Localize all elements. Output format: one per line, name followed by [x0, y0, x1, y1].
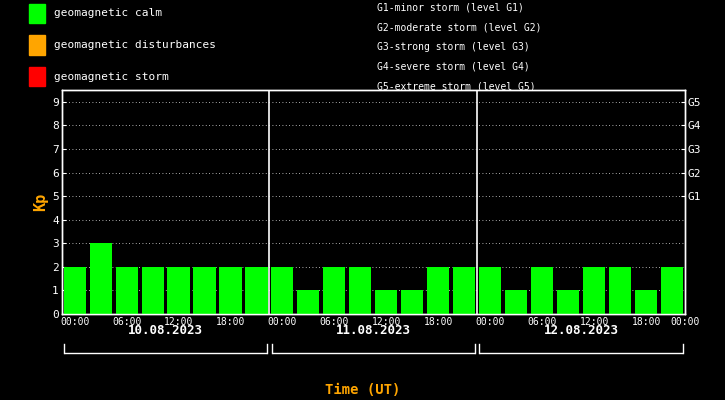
Bar — [583, 267, 605, 314]
Bar — [558, 290, 579, 314]
Bar — [271, 267, 294, 314]
FancyBboxPatch shape — [29, 35, 45, 55]
Bar — [609, 267, 631, 314]
Bar — [402, 290, 423, 314]
Bar — [64, 267, 86, 314]
Bar — [531, 267, 553, 314]
Bar — [635, 290, 657, 314]
Text: geomagnetic calm: geomagnetic calm — [54, 8, 162, 18]
Text: Time (UT): Time (UT) — [325, 383, 400, 397]
Bar — [376, 290, 397, 314]
Text: G5-extreme storm (level G5): G5-extreme storm (level G5) — [377, 81, 536, 91]
FancyBboxPatch shape — [29, 4, 45, 23]
FancyBboxPatch shape — [29, 67, 45, 86]
Bar — [141, 267, 164, 314]
Bar — [661, 267, 683, 314]
Bar — [427, 267, 450, 314]
Bar — [220, 267, 241, 314]
Bar — [323, 267, 345, 314]
Bar — [246, 267, 268, 314]
Text: geomagnetic storm: geomagnetic storm — [54, 72, 168, 82]
Bar — [90, 243, 112, 314]
Text: G3-strong storm (level G3): G3-strong storm (level G3) — [377, 42, 530, 52]
Bar — [115, 267, 138, 314]
Bar — [194, 267, 215, 314]
Text: geomagnetic disturbances: geomagnetic disturbances — [54, 40, 215, 50]
Text: 11.08.2023: 11.08.2023 — [336, 324, 411, 337]
Text: 10.08.2023: 10.08.2023 — [128, 324, 203, 337]
Text: G1-minor storm (level G1): G1-minor storm (level G1) — [377, 2, 524, 12]
Text: G2-moderate storm (level G2): G2-moderate storm (level G2) — [377, 22, 542, 32]
Y-axis label: Kp: Kp — [33, 193, 48, 211]
Text: G4-severe storm (level G4): G4-severe storm (level G4) — [377, 62, 530, 72]
Bar — [479, 267, 501, 314]
Bar — [167, 267, 189, 314]
Bar — [349, 267, 371, 314]
Bar — [505, 290, 527, 314]
Bar — [297, 290, 320, 314]
Bar — [453, 267, 476, 314]
Text: 12.08.2023: 12.08.2023 — [544, 324, 618, 337]
